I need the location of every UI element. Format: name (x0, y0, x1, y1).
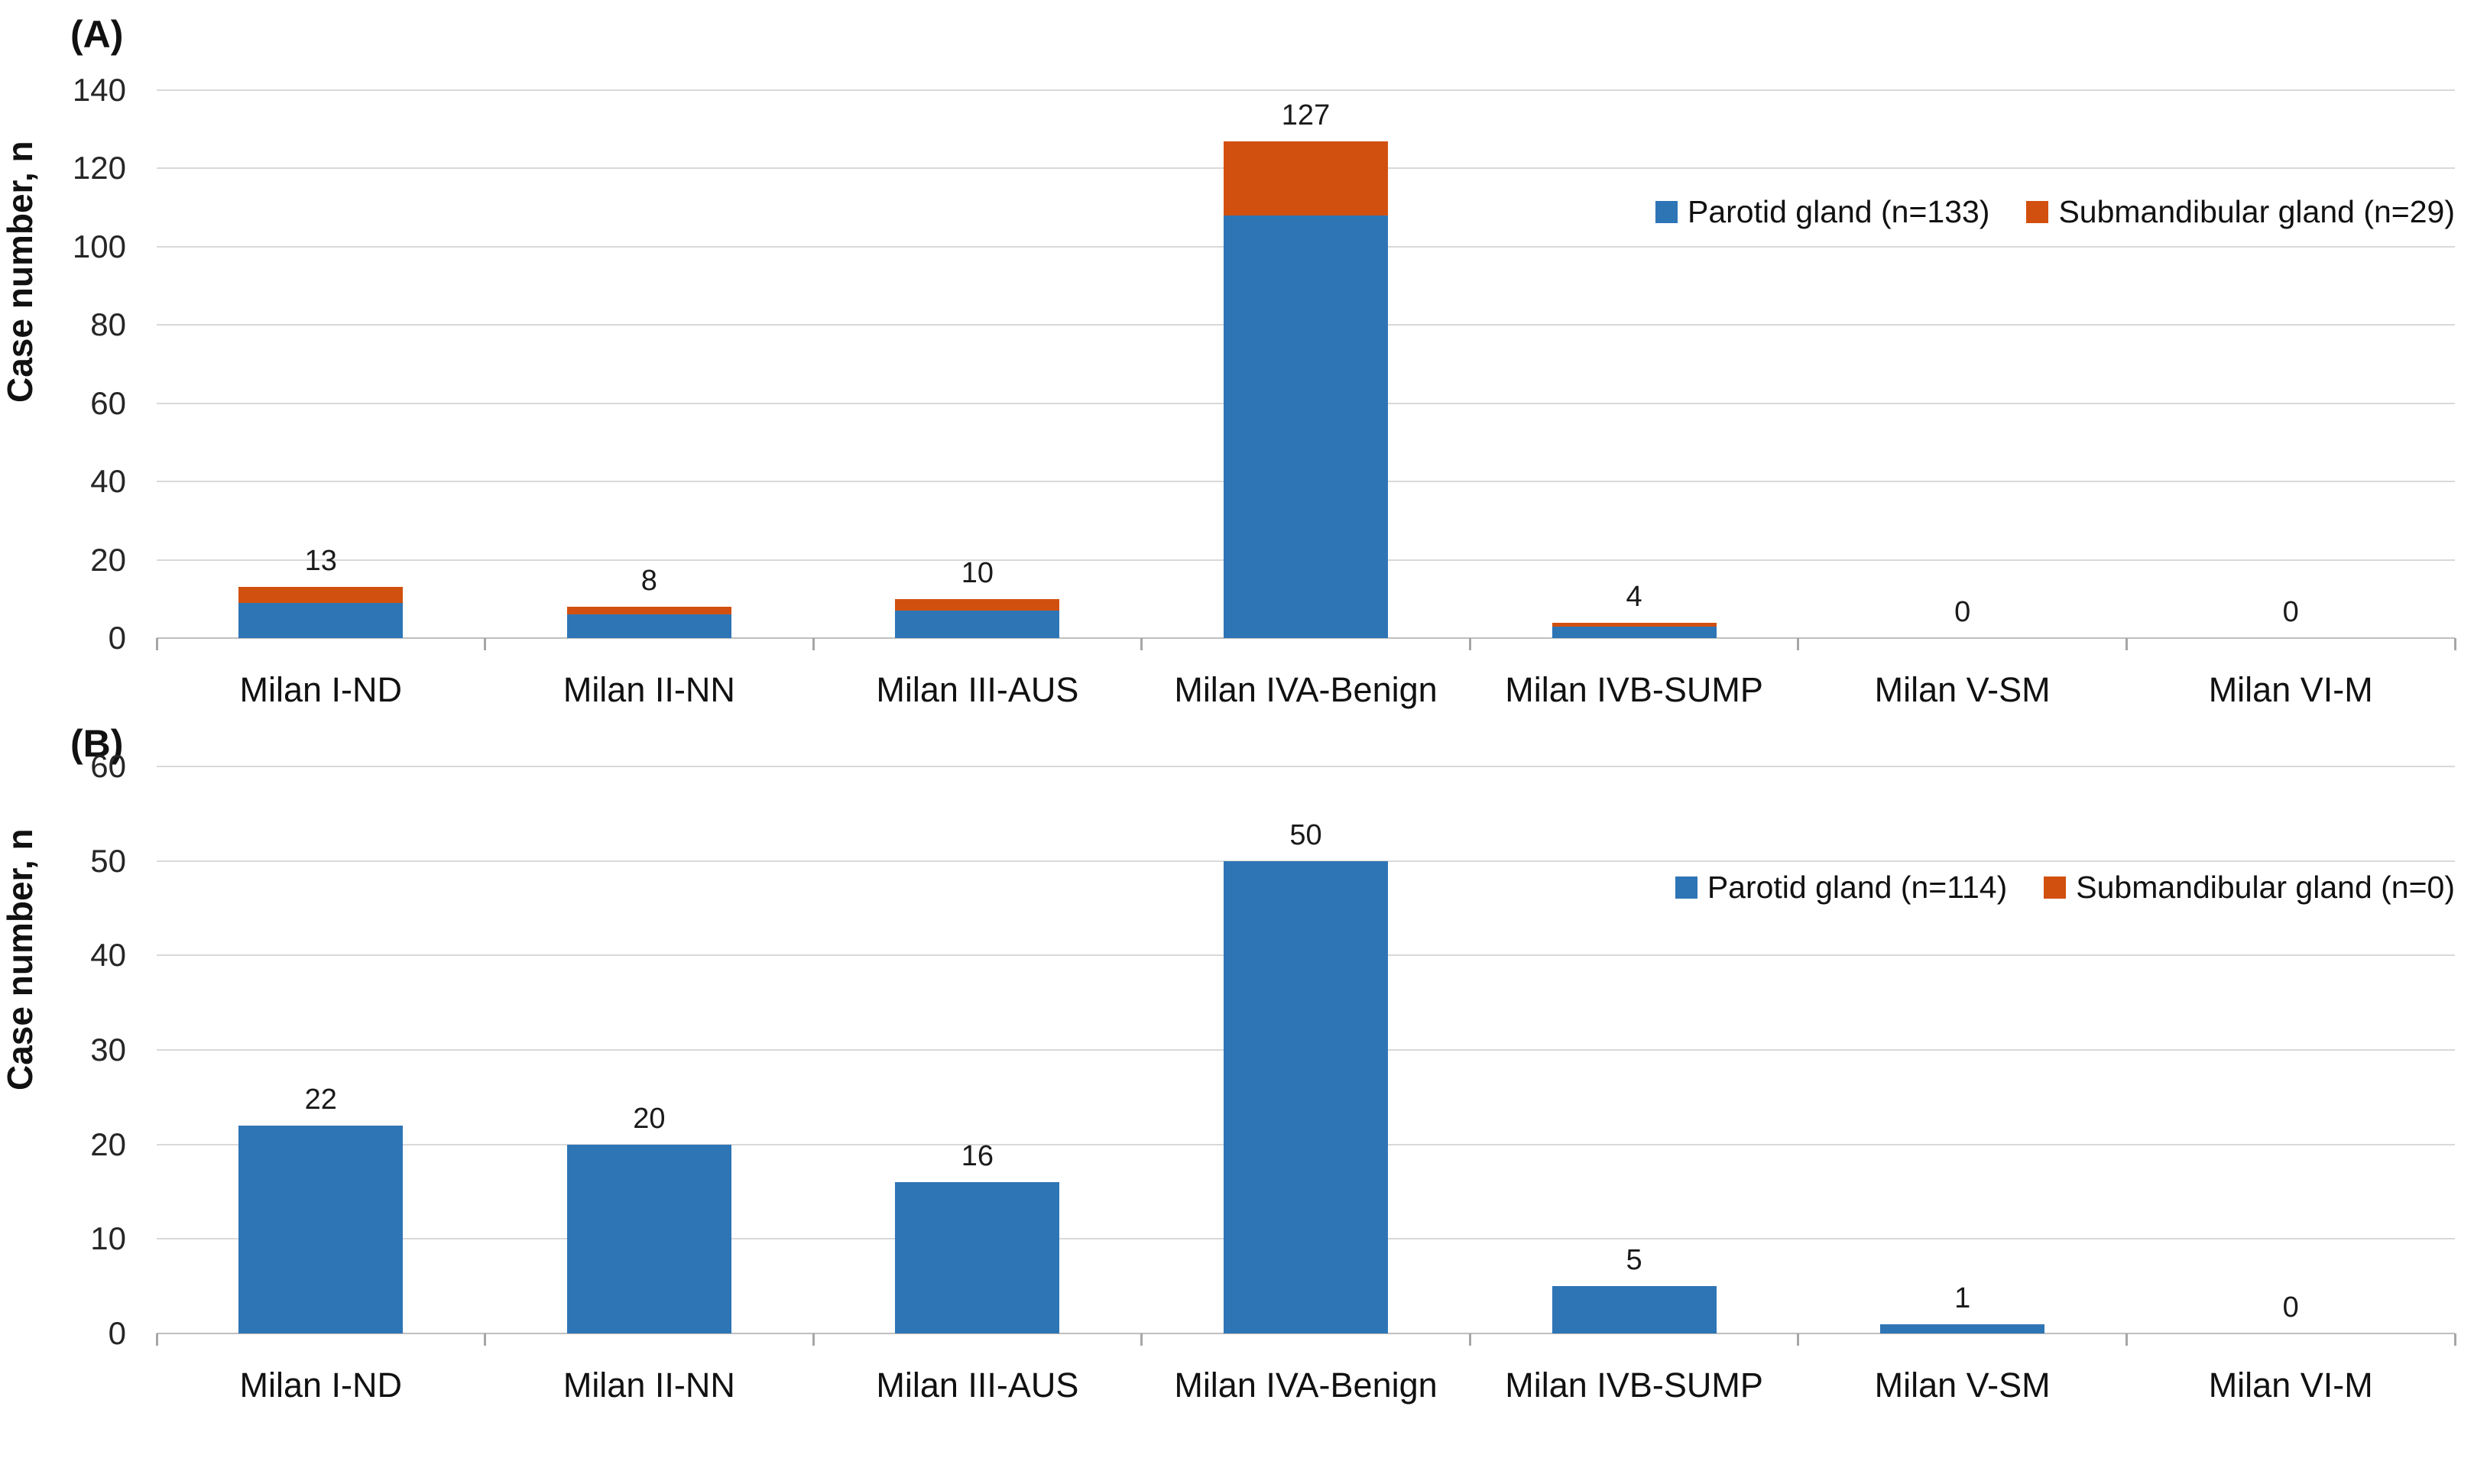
bar-segment-parotid (1552, 1286, 1717, 1333)
bar-total-label: 127 (1281, 99, 1331, 131)
y-tick-label-60: 60 (90, 748, 126, 784)
x-category-label: Milan I-ND (239, 1366, 403, 1405)
x-axis-tick (484, 1333, 487, 1346)
bar-total-label: 5 (1626, 1244, 1642, 1277)
bar-total-label: 10 (961, 556, 994, 589)
bar-segment-parotid (238, 602, 404, 638)
x-axis-tick (812, 1333, 815, 1346)
parotid-legend-label: Parotid gland (n=114) (1707, 870, 2008, 905)
x-axis-tick (1468, 638, 1471, 650)
bar-total-label: 13 (304, 545, 337, 578)
x-axis-tick (812, 638, 815, 650)
bar-segment-parotid (1224, 860, 1388, 1333)
bar-segment-submandibular (895, 598, 1060, 611)
bar-total-label: 22 (304, 1083, 337, 1116)
bar-segment-parotid (1552, 626, 1717, 638)
x-axis-tick (1468, 1333, 1471, 1346)
submandibular-legend-label: Submandibular gland (n=29) (2058, 194, 2455, 229)
legend-item-submandibular: Submandibular gland (n=0) (2044, 870, 2455, 906)
y-tick-label-140: 140 (72, 72, 126, 108)
x-category-label: Milan VI-M (2208, 1366, 2373, 1405)
bar-segment-parotid (238, 1125, 404, 1333)
panel-b-plot-area: 0 10 20 30 40 50 60 22 Milan I-ND 20 Milan II-NN 16… (90, 748, 2456, 1405)
x-category-label: Milan II-NN (563, 1366, 735, 1405)
legend-item-submandibular: Submandibular gland (n=29) (2026, 194, 2455, 230)
bar-total-label: 0 (1954, 596, 1971, 628)
gridline-0 (157, 1333, 2455, 1334)
x-axis-tick (1797, 1333, 1800, 1346)
y-tick-label-30: 30 (90, 1032, 126, 1068)
x-axis-tick (2453, 1333, 2456, 1346)
y-tick-label-100: 100 (72, 228, 126, 264)
x-category-label: Milan IVB-SUMP (1505, 670, 1763, 709)
bar-total-label: 1 (1954, 1281, 1971, 1314)
bar-segment-parotid (895, 611, 1060, 638)
x-category-label: Milan IVB-SUMP (1505, 1366, 1763, 1405)
y-tick-label-40: 40 (90, 463, 126, 500)
x-axis-tick (155, 1333, 158, 1346)
y-tick-label-10: 10 (90, 1220, 126, 1257)
bar-segment-parotid (566, 1144, 731, 1333)
y-tick-label-20: 20 (90, 541, 126, 578)
bar-segment-submandibular (238, 587, 404, 603)
x-category-label: Milan I-ND (239, 670, 403, 709)
bar-total-label: 4 (1626, 580, 1642, 613)
panel-a-label: (A) (70, 13, 124, 56)
x-axis-tick (484, 638, 487, 650)
bar-segment-parotid (1880, 1324, 2045, 1333)
panel-b-label: (B) (70, 722, 124, 765)
parotid-legend-label: Parotid gland (n=133) (1687, 194, 1990, 229)
x-axis-tick (2125, 638, 2128, 650)
x-axis-tick (155, 638, 158, 650)
x-category-label: Milan IVA-Benign (1174, 670, 1438, 709)
legend-item-parotid: Parotid gland (n=114) (1675, 870, 2007, 906)
x-category-label: Milan III-AUS (876, 1366, 1079, 1405)
x-axis-tick (1797, 638, 1800, 650)
y-tick-label-60: 60 (90, 384, 126, 421)
bar-total-label: 16 (961, 1140, 994, 1173)
x-category-label: Milan V-SM (1874, 1366, 2051, 1405)
x-category-label: Milan III-AUS (876, 670, 1079, 709)
y-tick-label-20: 20 (90, 1126, 126, 1162)
y-tick-label-0: 0 (108, 1315, 126, 1351)
submandibular-legend-swatch-icon (2026, 201, 2049, 223)
bar-total-label: 50 (1289, 818, 1322, 851)
panel-a-legend: Parotid gland (n=133) Submandibular glan… (1655, 194, 2455, 230)
y-tick-label-50: 50 (90, 842, 126, 879)
y-tick-label-120: 120 (72, 150, 126, 186)
gridline-0 (157, 637, 2455, 639)
x-axis-tick (2125, 1333, 2128, 1346)
bar-total-label: 0 (2282, 596, 2299, 628)
x-axis-tick (1140, 638, 1143, 650)
x-category-label: Milan IVA-Benign (1174, 1366, 1438, 1405)
parotid-legend-swatch-icon (1655, 201, 1678, 223)
gridline-50 (157, 860, 2455, 862)
bar-segment-submandibular (1224, 141, 1388, 215)
bar-segment-submandibular (1552, 622, 1717, 627)
parotid-legend-swatch-icon (1675, 876, 1697, 899)
y-tick-label-0: 0 (108, 620, 126, 656)
bar-total-label: 8 (640, 565, 657, 598)
bar-segment-submandibular (566, 607, 731, 615)
submandibular-legend-swatch-icon (2044, 876, 2067, 899)
panel-b-legend: Parotid gland (n=114) Submandibular glan… (1675, 870, 2455, 906)
x-axis-tick (1140, 1333, 1143, 1346)
submandibular-legend-label: Submandibular gland (n=0) (2076, 870, 2455, 905)
bar-total-label: 0 (2282, 1291, 2299, 1324)
x-category-label: Milan II-NN (563, 670, 735, 709)
bar-segment-parotid (1224, 215, 1388, 638)
x-category-label: Milan V-SM (1874, 670, 2051, 709)
x-axis-tick (2453, 638, 2456, 650)
gridline-60 (157, 766, 2455, 767)
bar-segment-parotid (895, 1182, 1060, 1333)
gridline-140 (157, 89, 2455, 91)
bar-total-label: 20 (633, 1102, 666, 1135)
y-tick-label-80: 80 (90, 306, 126, 343)
legend-item-parotid: Parotid gland (n=133) (1655, 194, 1989, 230)
y-tick-label-40: 40 (90, 937, 126, 974)
panel-a-plot-area: 0 20 40 60 80 100 120 140 13 Milan I-ND 8 Milan II-… (73, 72, 2456, 709)
bar-segment-parotid (566, 614, 731, 638)
x-category-label: Milan VI-M (2208, 670, 2373, 709)
